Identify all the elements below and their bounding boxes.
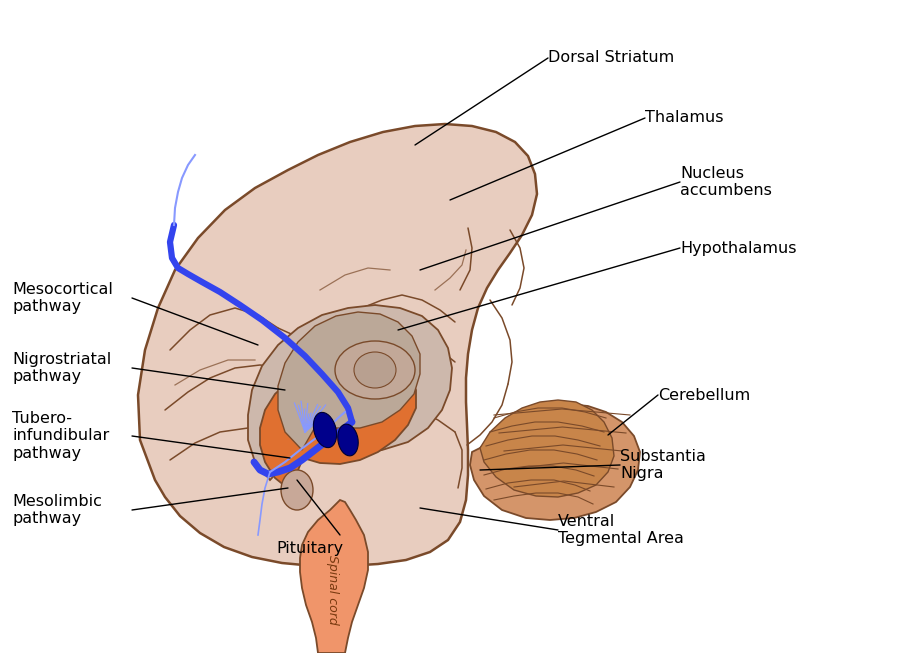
- Text: Hypothalamus: Hypothalamus: [680, 240, 796, 255]
- Ellipse shape: [281, 470, 313, 510]
- Polygon shape: [300, 500, 368, 653]
- Polygon shape: [248, 305, 452, 480]
- Polygon shape: [480, 400, 614, 497]
- Ellipse shape: [313, 413, 337, 447]
- Ellipse shape: [338, 424, 358, 456]
- Text: Mesocortical
pathway: Mesocortical pathway: [12, 282, 112, 314]
- Polygon shape: [470, 404, 640, 520]
- Text: Nigrostriatal
pathway: Nigrostriatal pathway: [12, 352, 112, 384]
- Text: Spinal cord: Spinal cord: [327, 555, 339, 625]
- Text: Nucleus
accumbens: Nucleus accumbens: [680, 166, 772, 199]
- Text: Substantia
Nigra: Substantia Nigra: [620, 449, 706, 481]
- Polygon shape: [278, 312, 420, 450]
- Text: Tubero-
infundibular
pathway: Tubero- infundibular pathway: [12, 411, 109, 461]
- Text: Dorsal Striatum: Dorsal Striatum: [548, 50, 674, 65]
- Text: Pituitary: Pituitary: [276, 541, 344, 556]
- Polygon shape: [260, 356, 416, 490]
- Polygon shape: [138, 124, 537, 566]
- Text: Mesolimbic
pathway: Mesolimbic pathway: [12, 494, 102, 526]
- Ellipse shape: [335, 341, 415, 399]
- Ellipse shape: [354, 352, 396, 388]
- Text: Cerebellum: Cerebellum: [658, 387, 751, 402]
- Text: Ventral
Tegmental Area: Ventral Tegmental Area: [558, 514, 684, 546]
- Text: Thalamus: Thalamus: [645, 110, 724, 125]
